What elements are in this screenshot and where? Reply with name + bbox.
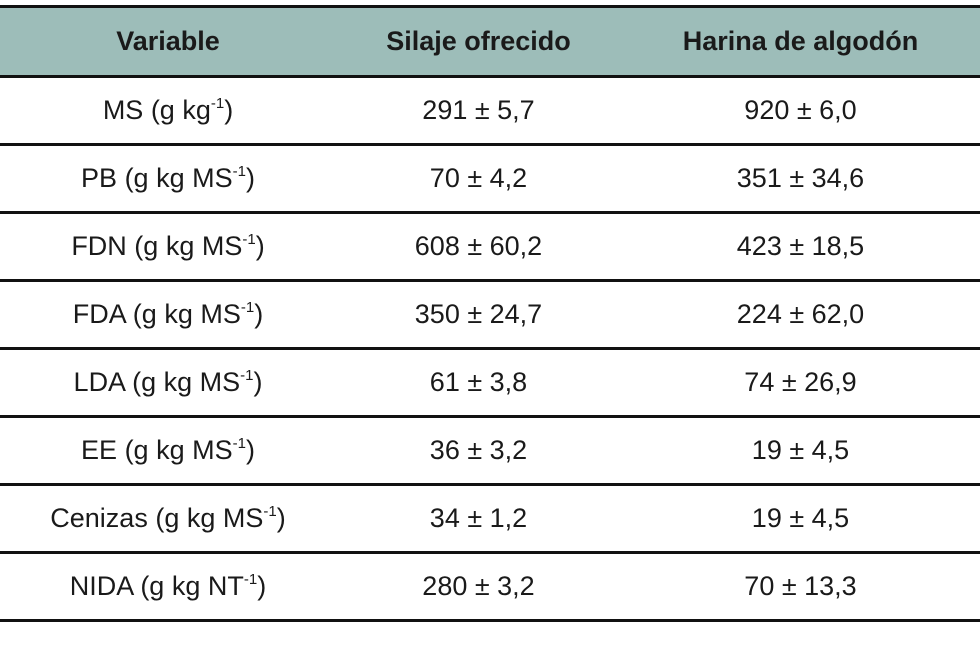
variable-cell: LDA (g kg MS-1)	[0, 349, 336, 417]
variable-suffix: )	[255, 231, 265, 261]
variable-cell: NIDA (g kg NT-1)	[0, 553, 336, 621]
variable-suffix: )	[253, 367, 263, 397]
header-cell: Variable	[116, 26, 220, 56]
table-row: MS (g kg-1) 291 ± 5,7 920 ± 6,0	[0, 77, 980, 145]
harina-cell: 423 ± 18,5	[736, 231, 865, 261]
header-cell: Harina de algodón	[682, 26, 919, 56]
silaje-cell: 280 ± 3,2	[422, 571, 535, 601]
table-row: Cenizas (g kg MS-1) 34 ± 1,2 19 ± 4,5	[0, 485, 980, 553]
variable-exponent: -1	[232, 435, 246, 452]
table-row: FDN (g kg MS-1) 608 ± 60,2 423 ± 18,5	[0, 213, 980, 281]
table-row: EE (g kg MS-1) 36 ± 3,2 19 ± 4,5	[0, 417, 980, 485]
variable-cell: FDA (g kg MS-1)	[0, 281, 336, 349]
variable-cell: FDN (g kg MS-1)	[0, 213, 336, 281]
silaje-cell: 61 ± 3,8	[429, 367, 528, 397]
variable-label: PB (g kg MS	[81, 163, 233, 193]
table-row: FDA (g kg MS-1) 350 ± 24,7 224 ± 62,0	[0, 281, 980, 349]
variable-suffix: )	[254, 299, 264, 329]
harina-cell: 920 ± 6,0	[744, 95, 857, 125]
header-row: Variable Silaje ofrecido Harina de algod…	[0, 6, 980, 77]
silaje-cell: 608 ± 60,2	[414, 231, 543, 261]
variable-exponent: -1	[210, 95, 225, 112]
variable-exponent: -1	[240, 299, 255, 316]
silaje-cell: 34 ± 1,2	[429, 503, 528, 533]
silaje-cell: 70 ± 4,2	[429, 163, 528, 193]
harina-cell: 351 ± 34,6	[736, 163, 865, 193]
variable-suffix: )	[224, 95, 234, 125]
table-wrapper: Variable Silaje ofrecido Harina de algod…	[0, 5, 980, 622]
table-row: NIDA (g kg NT-1) 280 ± 3,2 70 ± 13,3	[0, 553, 980, 621]
harina-cell: 224 ± 62,0	[736, 299, 865, 329]
harina-cell: 74 ± 26,9	[744, 367, 857, 397]
variable-label: MS (g kg	[102, 95, 211, 125]
variable-suffix: )	[245, 163, 255, 193]
header-cell: Silaje ofrecido	[386, 26, 571, 56]
harina-cell: 70 ± 13,3	[744, 571, 857, 601]
variable-suffix: )	[245, 435, 255, 465]
variable-label: NIDA (g kg NT	[69, 571, 244, 601]
variable-exponent: -1	[242, 231, 256, 248]
variable-exponent: -1	[232, 163, 246, 180]
variable-cell: EE (g kg MS-1)	[0, 417, 336, 485]
table: Variable Silaje ofrecido Harina de algod…	[0, 5, 980, 622]
table-body: MS (g kg-1) 291 ± 5,7 920 ± 6,0 PB (g kg MS…	[0, 77, 980, 621]
variable-cell: MS (g kg-1)	[0, 77, 336, 145]
variable-suffix: )	[276, 503, 286, 533]
silaje-cell: 291 ± 5,7	[422, 95, 535, 125]
silaje-cell: 36 ± 3,2	[429, 435, 528, 465]
variable-label: Cenizas (g kg MS	[50, 503, 264, 533]
table-row: LDA (g kg MS-1) 61 ± 3,8 74 ± 26,9	[0, 349, 980, 417]
harina-cell: 19 ± 4,5	[751, 435, 850, 465]
silaje-cell: 350 ± 24,7	[414, 299, 543, 329]
table-header: Variable Silaje ofrecido Harina de algod…	[0, 6, 980, 77]
variable-label: FDA (g kg MS	[72, 299, 241, 329]
variable-exponent: -1	[243, 571, 258, 588]
variable-label: FDN (g kg MS	[71, 231, 243, 261]
variable-exponent: -1	[263, 503, 277, 520]
variable-exponent: -1	[240, 367, 254, 384]
variable-label: LDA (g kg MS	[73, 367, 241, 397]
harina-cell: 19 ± 4,5	[751, 503, 850, 533]
variable-cell: PB (g kg MS-1)	[0, 145, 336, 213]
table-row: PB (g kg MS-1) 70 ± 4,2 351 ± 34,6	[0, 145, 980, 213]
variable-label: EE (g kg MS	[81, 435, 233, 465]
variable-cell: Cenizas (g kg MS-1)	[0, 485, 336, 553]
variable-suffix: )	[257, 571, 267, 601]
